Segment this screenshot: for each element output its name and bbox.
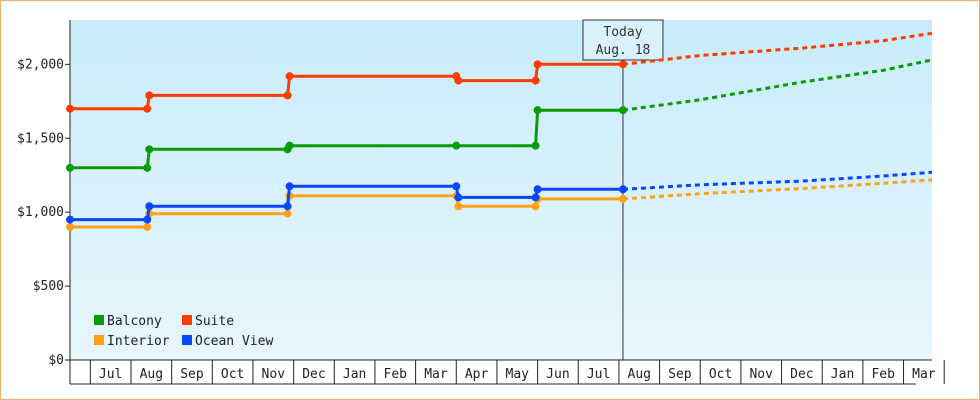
interior-point <box>66 222 74 231</box>
x-tick-label: Jul <box>587 367 610 382</box>
x-tick-label: Dec <box>790 367 813 382</box>
interior-point <box>618 194 627 203</box>
x-tick-label: Nov <box>749 367 773 382</box>
series-suite <box>66 31 933 113</box>
x-tick-label: Jul <box>99 367 122 382</box>
y-tick-label: $500 <box>33 279 64 294</box>
balcony-point <box>145 145 154 154</box>
suite-point <box>283 91 292 100</box>
x-tick-label: Aug <box>628 367 651 382</box>
balcony-point <box>285 141 294 150</box>
ocean-view-point <box>533 185 542 194</box>
y-tick-label: $0 <box>48 353 64 368</box>
interior-point <box>283 209 292 218</box>
suite-point <box>143 104 152 113</box>
ocean-view-point <box>454 193 463 202</box>
x-tick-label: Oct <box>221 367 244 382</box>
x-tick-label: Feb <box>871 367 895 382</box>
suite-point <box>454 76 463 85</box>
ocean-view-point <box>285 182 294 191</box>
x-tick-label: May <box>506 367 530 382</box>
x-tick-label: Aug <box>140 367 163 382</box>
x-tick-label: Sep <box>668 367 692 382</box>
y-tick-label: $2,000 <box>17 57 64 72</box>
x-tick-label: Mar <box>424 367 448 382</box>
legend-label-suite: Suite <box>195 314 234 329</box>
x-tick-label: Apr <box>465 367 489 382</box>
x-tick-label: Dec <box>302 367 325 382</box>
x-tick-label: Mar <box>912 367 936 382</box>
legend-swatch-balcony <box>94 315 104 325</box>
y-tick-label: $1,000 <box>17 205 64 220</box>
balcony-point <box>452 141 461 150</box>
x-tick-label: Oct <box>709 367 732 382</box>
series-balcony <box>66 58 933 172</box>
ocean-view-point <box>452 182 461 191</box>
today-date: Aug. 18 <box>596 43 651 58</box>
suite-point <box>618 60 627 69</box>
suite-point <box>145 91 154 100</box>
ocean-view-point <box>66 215 74 224</box>
ocean-view-line <box>70 184 623 222</box>
suite-point <box>533 60 542 69</box>
suite-point <box>531 76 540 85</box>
ocean-view-point <box>143 215 152 224</box>
x-tick-label: Jan <box>343 367 366 382</box>
balcony-forecast-line <box>622 58 933 112</box>
legend-swatch-interior <box>94 335 104 345</box>
today-label: Today <box>603 25 642 40</box>
ocean-view-point <box>145 202 154 211</box>
balcony-point <box>143 163 152 172</box>
legend-swatch-suite <box>182 315 192 325</box>
x-tick-label: Jan <box>831 367 854 382</box>
today-box <box>582 19 664 61</box>
x-tick-label: Jun <box>546 367 569 382</box>
ocean-view-point <box>531 193 540 202</box>
interior-point <box>454 202 463 211</box>
legend-swatch-ocean-view <box>182 335 192 345</box>
x-tick-label: Nov <box>262 367 286 382</box>
suite-point <box>285 72 294 81</box>
plot-area <box>70 20 932 360</box>
balcony-point <box>531 141 540 150</box>
y-tick-label: $1,500 <box>17 131 64 146</box>
suite-line <box>70 62 623 111</box>
balcony-point <box>533 106 542 115</box>
interior-point <box>531 202 540 211</box>
legend-label-balcony: Balcony <box>107 314 162 329</box>
series-ocean-view <box>66 170 933 224</box>
balcony-point <box>66 163 74 172</box>
suite-point <box>66 104 74 113</box>
legend-label-ocean-view: Ocean View <box>195 334 273 349</box>
balcony-point <box>618 106 627 115</box>
ocean-view-point <box>283 202 292 211</box>
ocean-view-point <box>618 185 627 194</box>
interior-point <box>143 222 152 231</box>
x-tick-label: Sep <box>180 367 204 382</box>
legend-label-interior: Interior <box>107 334 170 349</box>
x-tick-label: Feb <box>384 367 408 382</box>
